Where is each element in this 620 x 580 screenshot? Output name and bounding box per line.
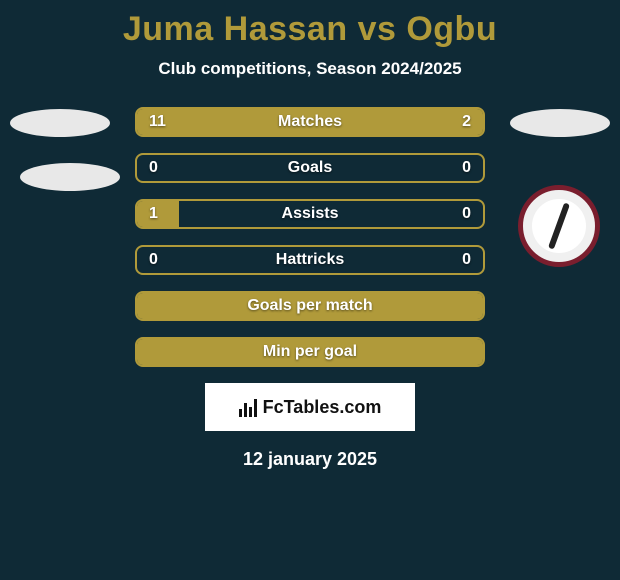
logo-text: FcTables.com bbox=[263, 397, 382, 418]
stat-label: Min per goal bbox=[263, 343, 357, 361]
stat-label: Goals per match bbox=[247, 297, 372, 315]
player1-name: Juma Hassan bbox=[123, 10, 348, 48]
stat-row-hattricks: 0 0 Hattricks bbox=[135, 245, 485, 275]
stat-value-right: 0 bbox=[462, 205, 471, 223]
stats-area: 11 2 Matches 0 0 Goals 1 0 Assists 0 0 Hattricks Goa… bbox=[0, 107, 620, 367]
stat-label: Goals bbox=[288, 159, 332, 177]
bar-fill-left bbox=[137, 109, 407, 135]
comparison-bars: 11 2 Matches 0 0 Goals 1 0 Assists 0 0 Hattricks Goa… bbox=[135, 107, 485, 367]
stat-label: Hattricks bbox=[276, 251, 344, 269]
site-logo: FcTables.com bbox=[205, 383, 415, 431]
logo-bars-icon bbox=[239, 397, 257, 417]
stat-value-left: 11 bbox=[149, 113, 166, 131]
stat-value-left: 1 bbox=[149, 205, 158, 223]
stat-value-left: 0 bbox=[149, 159, 158, 177]
vs-text: vs bbox=[358, 10, 397, 48]
team-logo-placeholder-right-1 bbox=[510, 109, 610, 137]
badge-stripe-icon bbox=[548, 202, 570, 249]
team-logo-placeholder-left-2 bbox=[20, 163, 120, 191]
comparison-date: 12 january 2025 bbox=[0, 449, 620, 470]
stat-value-right: 0 bbox=[462, 251, 471, 269]
team-badge-inner bbox=[532, 199, 586, 253]
subtitle: Club competitions, Season 2024/2025 bbox=[0, 59, 620, 79]
stat-label: Matches bbox=[278, 113, 342, 131]
bar-fill-right bbox=[407, 109, 483, 135]
stat-value-right: 2 bbox=[462, 113, 471, 131]
stat-label: Assists bbox=[282, 205, 339, 223]
stat-row-assists: 1 0 Assists bbox=[135, 199, 485, 229]
player2-name: Ogbu bbox=[406, 10, 497, 48]
stat-row-goals-per-match: Goals per match bbox=[135, 291, 485, 321]
stat-value-left: 0 bbox=[149, 251, 158, 269]
team-logo-placeholder-left-1 bbox=[10, 109, 110, 137]
page-title: Juma Hassan vs Ogbu bbox=[0, 0, 620, 49]
stat-row-min-per-goal: Min per goal bbox=[135, 337, 485, 367]
stat-row-matches: 11 2 Matches bbox=[135, 107, 485, 137]
stat-row-goals: 0 0 Goals bbox=[135, 153, 485, 183]
stat-value-right: 0 bbox=[462, 159, 471, 177]
team-badge-right bbox=[518, 185, 600, 267]
